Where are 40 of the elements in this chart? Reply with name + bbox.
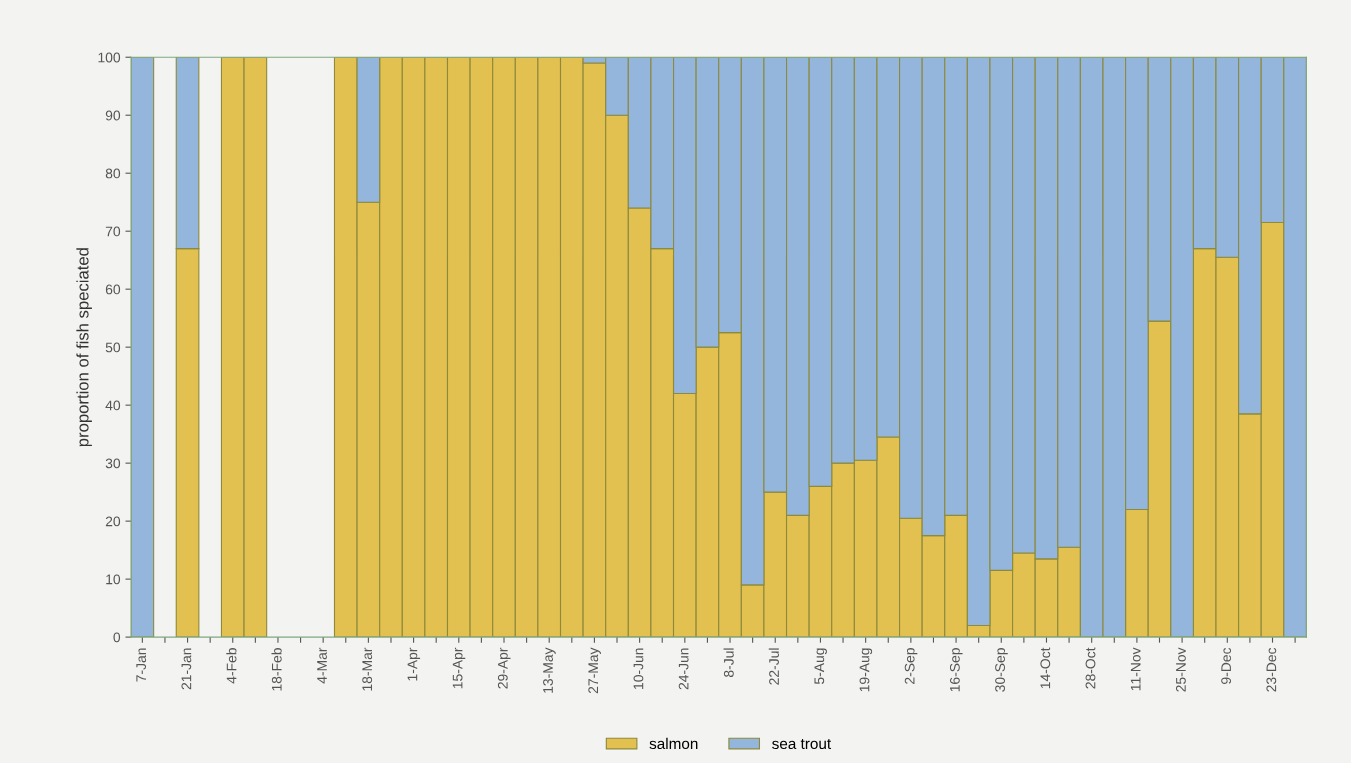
y-tick-label: 50: [105, 342, 121, 353]
x-tick-label: 4-Mar: [317, 647, 327, 684]
x-tick-label: 14-Oct: [1040, 647, 1051, 689]
x-tick-label: 18-Feb: [271, 648, 282, 691]
x-tick-label: 18-Mar: [362, 647, 373, 691]
x-tick-label: 21-Jan: [181, 648, 192, 690]
x-tick-label: 10-Jun: [633, 648, 644, 689]
x-tick-label: 9-Dec: [1221, 647, 1232, 684]
x-tick-label: 22-Jul: [768, 648, 779, 685]
y-tick-label: 0: [113, 632, 121, 643]
y-axis-title: proportion of fish speciated: [76, 248, 92, 447]
x-tick-label: 28-Oct: [1085, 647, 1096, 689]
x-tick-label: 7-Jan: [136, 648, 147, 682]
y-tick-label: 100: [98, 52, 121, 63]
x-tick-label: 8-Jul: [723, 648, 734, 678]
y-tick-label: 20: [105, 516, 121, 527]
y-tick-label: 60: [105, 284, 121, 295]
x-tick-label: 5-Aug: [814, 648, 827, 685]
x-tick-label: 23-Dec: [1266, 647, 1277, 692]
y-tick-label: 10: [106, 574, 121, 585]
x-tick-label: 11-Nov: [1130, 647, 1141, 691]
x-tick-label: 29-Apr: [497, 647, 511, 689]
y-tick-label: 80: [105, 168, 121, 179]
legend-label: salmon: [649, 737, 698, 750]
x-tick-label: 2-Sep: [904, 648, 918, 684]
legend-label: sea trout: [772, 739, 832, 750]
y-tick-label: 70: [105, 226, 121, 237]
y-tick-label: 40: [105, 400, 121, 411]
x-tick-label: 13-May: [543, 647, 556, 693]
x-tick-label: 1-Apr: [407, 647, 421, 681]
x-tick-label: 4-Feb: [226, 648, 237, 684]
x-tick-label: 25-Nov: [1175, 647, 1186, 692]
x-tick-label: 30-Sep: [995, 648, 1008, 692]
y-tick-label: 30: [105, 458, 121, 469]
x-tick-label: 16-Sep: [949, 648, 963, 692]
x-tick-label: 19-Aug: [859, 648, 873, 692]
x-tick-label: 27-May: [588, 647, 601, 694]
y-tick-label: 90: [105, 110, 121, 121]
x-tick-label: 24-Jun: [678, 648, 689, 690]
x-tick-label: 15-Apr: [452, 647, 466, 689]
